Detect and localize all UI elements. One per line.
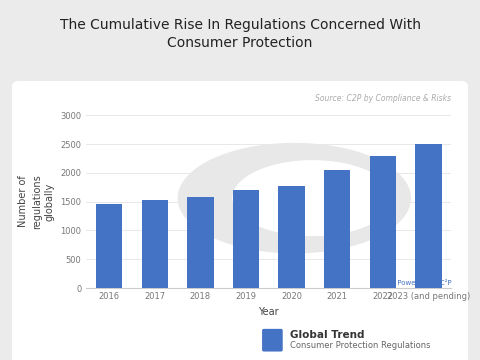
Bar <box>96 204 122 288</box>
Bar <box>278 186 305 288</box>
Bar <box>415 144 442 288</box>
Text: Consumer Protection Regulations: Consumer Protection Regulations <box>290 341 431 350</box>
Text: Source: C2P by Compliance & Risks: Source: C2P by Compliance & Risks <box>315 94 451 103</box>
Text: Global Trend: Global Trend <box>290 330 365 340</box>
Bar <box>233 190 259 288</box>
Bar <box>370 156 396 288</box>
Y-axis label: Number of
regulations
globally: Number of regulations globally <box>18 174 55 229</box>
Bar <box>187 197 214 288</box>
Circle shape <box>178 143 411 253</box>
Text: The Cumulative Rise In Regulations Concerned With
Consumer Protection: The Cumulative Rise In Regulations Conce… <box>60 18 420 50</box>
Circle shape <box>232 160 393 236</box>
Text: ○ Powered by C²P: ○ Powered by C²P <box>389 279 451 286</box>
Bar <box>142 200 168 288</box>
Bar <box>324 170 350 288</box>
X-axis label: Year: Year <box>259 307 279 317</box>
